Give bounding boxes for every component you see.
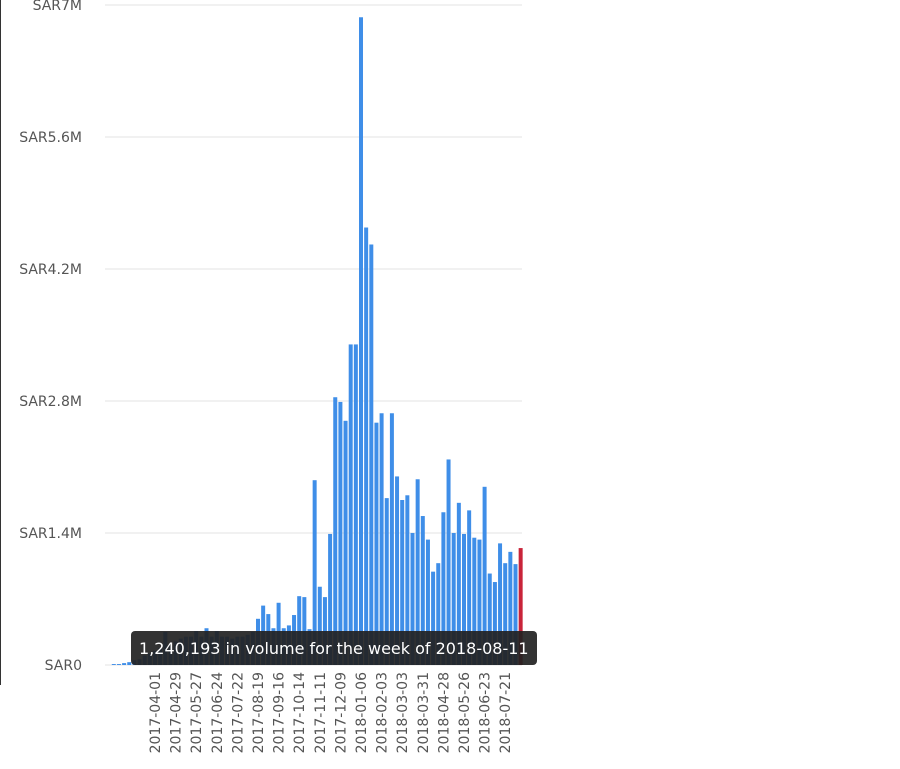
tooltip-text: 1,240,193 in volume for the week of 2018… — [139, 639, 529, 658]
y-tick-label: SAR2.8M — [19, 394, 82, 410]
tooltip: 1,240,193 in volume for the week of 2018… — [131, 631, 537, 665]
bar — [116, 664, 121, 665]
bar — [436, 563, 441, 665]
bar — [498, 543, 503, 665]
bar — [312, 480, 317, 665]
x-tick-label: 2018-03-31 — [416, 672, 432, 753]
bar — [338, 401, 343, 665]
bar — [389, 413, 394, 665]
y-tick-label: SAR4.2M — [19, 262, 82, 278]
bar — [518, 548, 523, 665]
bar — [451, 533, 456, 665]
bar — [431, 571, 436, 665]
bar — [359, 17, 363, 666]
x-tick-label: 2018-06-23 — [478, 672, 494, 753]
x-tick-label: 2018-04-28 — [436, 672, 452, 753]
bar — [369, 244, 374, 665]
bar — [492, 582, 497, 665]
bar — [328, 533, 333, 665]
bar — [374, 422, 379, 665]
bar — [297, 596, 302, 665]
x-tick-label: 2017-04-01 — [148, 672, 164, 753]
bars — [111, 17, 523, 666]
bar — [353, 344, 358, 665]
x-tick-label: 2018-05-26 — [457, 672, 473, 753]
bar — [400, 500, 405, 665]
bar — [348, 344, 353, 665]
bar — [343, 420, 348, 665]
bar — [395, 476, 400, 665]
bar — [410, 533, 415, 665]
x-tick-label: 2018-07-21 — [498, 672, 514, 753]
bar — [425, 539, 430, 665]
x-tick-label: 2017-10-14 — [292, 672, 308, 753]
bar — [487, 573, 492, 665]
y-tick-label: SAR5.6M — [19, 130, 82, 146]
bar — [462, 533, 466, 665]
bar — [317, 586, 322, 665]
bar — [482, 486, 487, 665]
x-tick-label: 2017-05-27 — [189, 672, 205, 753]
labels: SAR0 SAR1.4M SAR2.8M SAR4.2M SAR5.6M SAR7M 201… — [19, 0, 514, 753]
bar — [122, 663, 127, 665]
bar — [441, 512, 446, 665]
bar — [127, 662, 132, 665]
bar — [384, 498, 389, 665]
x-tick-label: 2018-02-03 — [375, 672, 391, 753]
x-tick-label: 2017-08-19 — [251, 672, 267, 753]
bar — [513, 564, 518, 665]
y-tick-label: SAR1.4M — [19, 526, 82, 542]
bar — [508, 551, 513, 665]
y-tick-label: SAR7M — [33, 0, 82, 14]
bar — [420, 516, 425, 665]
y-tick-label: SAR0 — [45, 658, 82, 674]
x-tick-label: 2017-11-11 — [313, 672, 329, 753]
bar — [456, 502, 461, 665]
bar — [379, 413, 384, 665]
x-tick-label: 2018-01-06 — [354, 672, 370, 753]
bar — [415, 479, 420, 665]
bar — [472, 537, 477, 665]
bar — [111, 664, 116, 665]
bar — [364, 227, 369, 665]
bar — [333, 397, 338, 665]
bar — [477, 539, 482, 665]
x-tick-label: 2017-12-09 — [333, 672, 349, 753]
x-tick-label: 2017-04-29 — [169, 672, 185, 753]
bar — [503, 563, 508, 665]
bar — [446, 459, 451, 665]
bar — [467, 510, 472, 665]
x-tick-label: 2018-03-03 — [395, 672, 411, 753]
x-tick-label: 2017-06-24 — [210, 672, 226, 753]
x-tick-label: 2017-09-16 — [272, 672, 288, 753]
tooltip-box — [131, 631, 537, 665]
x-tick-label: 2017-07-22 — [230, 672, 246, 753]
bar — [405, 495, 410, 665]
